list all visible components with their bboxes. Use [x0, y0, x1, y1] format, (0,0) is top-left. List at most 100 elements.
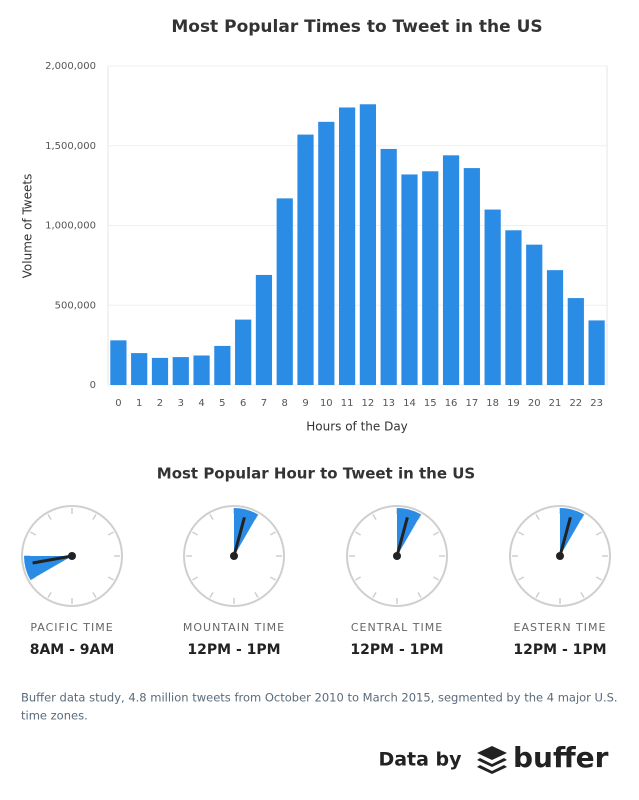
x-tick-label: 7 [261, 398, 267, 409]
clocks [21, 505, 611, 607]
clock-tick [269, 531, 276, 536]
clock-tick [47, 591, 52, 598]
clock-hand [395, 517, 409, 557]
bar [567, 298, 584, 385]
clock-face [509, 505, 611, 607]
x-tick-label: 11 [341, 398, 354, 409]
clock-tick [518, 531, 525, 536]
bar [276, 198, 293, 385]
clock-tick [254, 514, 259, 521]
y-tick-label: 2,000,000 [45, 61, 96, 72]
x-tick-label: 20 [528, 398, 541, 409]
clock-tick [432, 531, 439, 536]
bar [193, 355, 210, 385]
time-zone: EASTERN TIME [514, 621, 607, 634]
x-tick-label: 23 [590, 398, 603, 409]
bar [463, 168, 480, 385]
x-tick-label: 12 [362, 398, 375, 409]
bar [172, 357, 189, 385]
x-tick-label: 2 [157, 398, 163, 409]
clock-tick [209, 591, 214, 598]
clock-tick [432, 576, 439, 581]
bar [297, 134, 314, 385]
clock-center [556, 552, 564, 560]
clock-center [68, 552, 76, 560]
x-tick-label: 16 [445, 398, 458, 409]
clock-tick [192, 531, 199, 536]
x-axis-label: Hours of the Day [306, 420, 408, 434]
y-tick-label: 0 [90, 380, 96, 391]
clock-tick [372, 591, 377, 598]
popular-hour: 12PM - 1PM [513, 642, 606, 658]
clock-tick [254, 591, 259, 598]
x-tick-label: 17 [465, 398, 478, 409]
y-axis-label: Volume of Tweets [21, 174, 35, 279]
x-tick-label: 5 [219, 398, 225, 409]
bar [318, 121, 335, 385]
clock-tick [417, 514, 422, 521]
bar [505, 230, 522, 385]
bar [422, 171, 439, 385]
bar [546, 270, 564, 385]
section-title: Most Popular Hour to Tweet in the US [157, 465, 475, 483]
clock-hand [232, 517, 246, 557]
popular-hour: 12PM - 1PM [350, 642, 443, 658]
time-zone: PACIFIC TIME [30, 621, 113, 634]
clock-tick [47, 514, 52, 521]
clock-tick [269, 576, 276, 581]
y-tick-label: 500,000 [55, 300, 96, 311]
x-tick-label: 4 [198, 398, 204, 409]
credit-brand: buffer [513, 741, 609, 774]
clock-tick [595, 531, 602, 536]
clock-tick [107, 576, 114, 581]
x-tick-label: 6 [240, 398, 246, 409]
clock-tick [535, 514, 540, 521]
clock-tick [107, 531, 114, 536]
x-tick-label: 15 [424, 398, 437, 409]
clock-tick [518, 576, 525, 581]
bar [526, 244, 543, 385]
bar [484, 209, 501, 385]
x-tick-label: 22 [569, 398, 582, 409]
clock-face [183, 505, 285, 607]
bar [442, 155, 460, 385]
x-tick-label: 9 [302, 398, 308, 409]
clock-hand [32, 554, 73, 565]
clock-tick [535, 591, 540, 598]
clock-tick [92, 514, 97, 521]
x-tick-label: 3 [178, 398, 184, 409]
bar [338, 107, 356, 385]
bar [235, 319, 252, 385]
clock-wedge [397, 507, 421, 556]
bar [255, 274, 273, 385]
clock-tick [192, 576, 199, 581]
x-tick-label: 21 [549, 398, 562, 409]
clock-wedge [234, 507, 258, 556]
y-tick-label: 1,500,000 [45, 141, 96, 152]
clock-tick [209, 514, 214, 521]
y-tick-label: 1,000,000 [45, 221, 96, 232]
bar [588, 320, 605, 385]
time-zone: MOUNTAIN TIME [183, 621, 285, 634]
x-tick-label: 19 [507, 398, 520, 409]
x-tick-label: 0 [115, 398, 121, 409]
clock-tick [372, 514, 377, 521]
clock-wedge [560, 507, 584, 556]
chart-title: Most Popular Times to Tweet in the US [171, 17, 542, 37]
buffer-logo [477, 746, 507, 774]
x-tick-label: 8 [282, 398, 288, 409]
clock-face [21, 505, 123, 607]
clock-tick [355, 576, 362, 581]
x-tick-label: 1 [136, 398, 142, 409]
bar [151, 357, 169, 385]
clock-tick [92, 591, 97, 598]
x-tick-label: 18 [486, 398, 499, 409]
bar [359, 104, 377, 385]
clock-tick [30, 576, 37, 581]
popular-hour: 8AM - 9AM [30, 642, 115, 658]
x-tick-label: 14 [403, 398, 416, 409]
clock-hand [558, 517, 572, 557]
time-zone: CENTRAL TIME [351, 621, 443, 634]
credit-prefix: Data by [378, 749, 462, 771]
